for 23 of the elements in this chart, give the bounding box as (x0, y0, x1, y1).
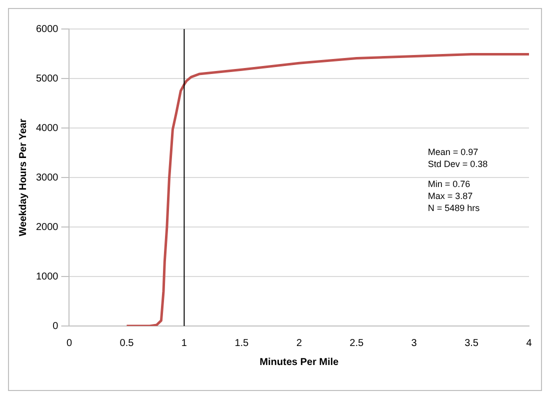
annotation: Std Dev = 0.38 (428, 158, 488, 169)
y-tick-label: 4000 (36, 122, 59, 134)
x-tick-label: 0 (66, 338, 72, 349)
annotation: Mean = 0.97 (428, 146, 478, 157)
annotation: Max = 3.87 (428, 190, 473, 201)
y-axis-title: Weekday Hours Per Year (18, 118, 29, 236)
x-tick-label: 3.5 (464, 338, 479, 349)
y-tick-label: 6000 (36, 24, 59, 35)
y-tick-label: 5000 (36, 73, 59, 84)
annotation: N = 5489 hrs (428, 202, 480, 213)
y-tick-label: 2000 (36, 222, 59, 233)
y-tick-label: 3000 (36, 172, 59, 184)
x-axis-title: Minutes Per Mile (260, 356, 340, 368)
x-tick-label: 4 (526, 338, 532, 349)
x-tick-label: 1 (181, 338, 188, 349)
x-tick-label: 2.5 (350, 338, 364, 349)
x-tick-label: 2 (296, 338, 302, 349)
y-tick-label: 1000 (36, 271, 59, 282)
annotation: Min = 0.76 (428, 178, 470, 189)
x-tick-label: 0.5 (120, 338, 134, 349)
x-tick-label: 3 (411, 338, 418, 349)
y-tick-label: 0 (52, 320, 59, 332)
x-tick-label: 1.5 (234, 338, 250, 349)
